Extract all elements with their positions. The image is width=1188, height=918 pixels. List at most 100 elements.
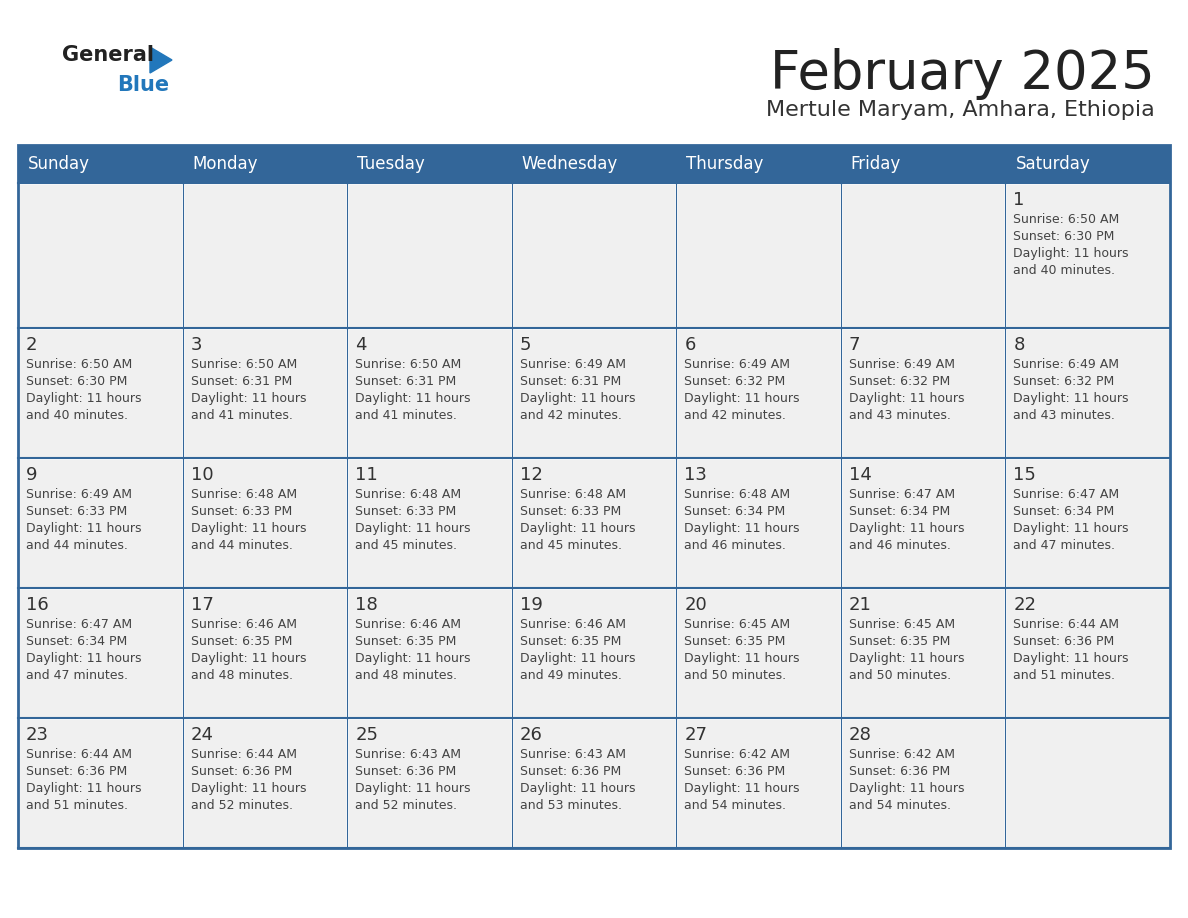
Text: 5: 5 (519, 336, 531, 354)
Text: 10: 10 (190, 466, 213, 484)
Text: Sunset: 6:36 PM: Sunset: 6:36 PM (849, 765, 950, 778)
Text: and 45 minutes.: and 45 minutes. (519, 539, 621, 552)
Bar (841, 458, 1005, 588)
Text: Sunrise: 6:47 AM: Sunrise: 6:47 AM (1013, 488, 1119, 501)
Text: Sunrise: 6:46 AM: Sunrise: 6:46 AM (519, 618, 626, 631)
Text: Sunrise: 6:47 AM: Sunrise: 6:47 AM (849, 488, 955, 501)
Text: Sunset: 6:32 PM: Sunset: 6:32 PM (849, 375, 950, 388)
Text: and 51 minutes.: and 51 minutes. (1013, 669, 1116, 682)
Text: 1: 1 (1013, 191, 1025, 209)
Text: and 45 minutes.: and 45 minutes. (355, 539, 457, 552)
Text: Saturday: Saturday (1016, 155, 1091, 173)
Text: Sunrise: 6:49 AM: Sunrise: 6:49 AM (684, 358, 790, 371)
Text: Sunset: 6:33 PM: Sunset: 6:33 PM (26, 505, 127, 518)
Text: Daylight: 11 hours: Daylight: 11 hours (1013, 522, 1129, 535)
Text: Sunrise: 6:48 AM: Sunrise: 6:48 AM (684, 488, 790, 501)
Bar (1005, 328, 1170, 458)
Text: 21: 21 (849, 596, 872, 614)
Text: Daylight: 11 hours: Daylight: 11 hours (684, 652, 800, 665)
Text: Friday: Friday (851, 155, 902, 173)
Bar (183, 718, 347, 848)
Text: and 44 minutes.: and 44 minutes. (190, 539, 292, 552)
Text: and 51 minutes.: and 51 minutes. (26, 799, 128, 812)
Text: Daylight: 11 hours: Daylight: 11 hours (1013, 247, 1129, 260)
Bar (676, 183, 841, 328)
Text: Sunset: 6:32 PM: Sunset: 6:32 PM (1013, 375, 1114, 388)
Text: 2: 2 (26, 336, 38, 354)
Text: Mertule Maryam, Amhara, Ethiopia: Mertule Maryam, Amhara, Ethiopia (766, 100, 1155, 120)
Text: Daylight: 11 hours: Daylight: 11 hours (26, 522, 141, 535)
Text: 6: 6 (684, 336, 696, 354)
Bar (18, 458, 183, 588)
Text: 14: 14 (849, 466, 872, 484)
Text: Sunrise: 6:42 AM: Sunrise: 6:42 AM (849, 748, 955, 761)
Text: Sunrise: 6:49 AM: Sunrise: 6:49 AM (1013, 358, 1119, 371)
Text: Sunrise: 6:50 AM: Sunrise: 6:50 AM (355, 358, 461, 371)
Text: General: General (62, 45, 154, 65)
Text: Sunset: 6:36 PM: Sunset: 6:36 PM (1013, 635, 1114, 648)
Text: and 47 minutes.: and 47 minutes. (26, 669, 128, 682)
Text: Sunset: 6:31 PM: Sunset: 6:31 PM (355, 375, 456, 388)
Text: Sunset: 6:31 PM: Sunset: 6:31 PM (190, 375, 292, 388)
Bar (1005, 588, 1170, 718)
Text: February 2025: February 2025 (770, 48, 1155, 100)
Text: Sunrise: 6:44 AM: Sunrise: 6:44 AM (190, 748, 297, 761)
Bar (512, 328, 676, 458)
Text: Daylight: 11 hours: Daylight: 11 hours (684, 782, 800, 795)
Text: 3: 3 (190, 336, 202, 354)
Text: Sunrise: 6:49 AM: Sunrise: 6:49 AM (849, 358, 955, 371)
Bar (18, 328, 183, 458)
Text: Sunrise: 6:48 AM: Sunrise: 6:48 AM (519, 488, 626, 501)
Bar (347, 458, 512, 588)
Text: Daylight: 11 hours: Daylight: 11 hours (355, 782, 470, 795)
Text: Sunrise: 6:48 AM: Sunrise: 6:48 AM (190, 488, 297, 501)
Text: Sunset: 6:32 PM: Sunset: 6:32 PM (684, 375, 785, 388)
Text: and 50 minutes.: and 50 minutes. (849, 669, 950, 682)
Text: and 49 minutes.: and 49 minutes. (519, 669, 621, 682)
Text: Sunset: 6:33 PM: Sunset: 6:33 PM (519, 505, 621, 518)
Text: Daylight: 11 hours: Daylight: 11 hours (26, 392, 141, 405)
Text: Sunset: 6:34 PM: Sunset: 6:34 PM (849, 505, 950, 518)
Text: Sunrise: 6:45 AM: Sunrise: 6:45 AM (849, 618, 955, 631)
Bar (676, 588, 841, 718)
Text: 8: 8 (1013, 336, 1025, 354)
Bar (347, 718, 512, 848)
Text: and 46 minutes.: and 46 minutes. (849, 539, 950, 552)
Text: Sunrise: 6:46 AM: Sunrise: 6:46 AM (355, 618, 461, 631)
Bar (841, 328, 1005, 458)
Text: 27: 27 (684, 726, 707, 744)
Text: Monday: Monday (192, 155, 258, 173)
Text: Daylight: 11 hours: Daylight: 11 hours (1013, 652, 1129, 665)
Text: Sunset: 6:30 PM: Sunset: 6:30 PM (26, 375, 127, 388)
Text: Sunset: 6:33 PM: Sunset: 6:33 PM (355, 505, 456, 518)
Text: 11: 11 (355, 466, 378, 484)
Text: Sunday: Sunday (29, 155, 90, 173)
Text: Sunrise: 6:46 AM: Sunrise: 6:46 AM (190, 618, 297, 631)
Text: and 50 minutes.: and 50 minutes. (684, 669, 786, 682)
Text: Thursday: Thursday (687, 155, 764, 173)
Bar (18, 183, 183, 328)
Bar (18, 718, 183, 848)
Text: Daylight: 11 hours: Daylight: 11 hours (190, 522, 307, 535)
Text: and 43 minutes.: and 43 minutes. (849, 409, 950, 422)
Bar (841, 588, 1005, 718)
Bar (183, 588, 347, 718)
Text: Sunrise: 6:43 AM: Sunrise: 6:43 AM (355, 748, 461, 761)
Text: Sunrise: 6:43 AM: Sunrise: 6:43 AM (519, 748, 626, 761)
Text: Sunrise: 6:44 AM: Sunrise: 6:44 AM (26, 748, 132, 761)
Text: Sunset: 6:36 PM: Sunset: 6:36 PM (684, 765, 785, 778)
Text: and 41 minutes.: and 41 minutes. (355, 409, 457, 422)
Text: Sunset: 6:33 PM: Sunset: 6:33 PM (190, 505, 292, 518)
Text: Sunset: 6:36 PM: Sunset: 6:36 PM (519, 765, 621, 778)
Text: Daylight: 11 hours: Daylight: 11 hours (519, 652, 636, 665)
Text: Daylight: 11 hours: Daylight: 11 hours (190, 782, 307, 795)
Text: 20: 20 (684, 596, 707, 614)
Text: Sunset: 6:34 PM: Sunset: 6:34 PM (26, 635, 127, 648)
Bar (183, 458, 347, 588)
Text: 25: 25 (355, 726, 378, 744)
Text: 16: 16 (26, 596, 49, 614)
Text: 22: 22 (1013, 596, 1036, 614)
Text: Sunset: 6:31 PM: Sunset: 6:31 PM (519, 375, 621, 388)
Text: and 48 minutes.: and 48 minutes. (355, 669, 457, 682)
Text: and 42 minutes.: and 42 minutes. (519, 409, 621, 422)
